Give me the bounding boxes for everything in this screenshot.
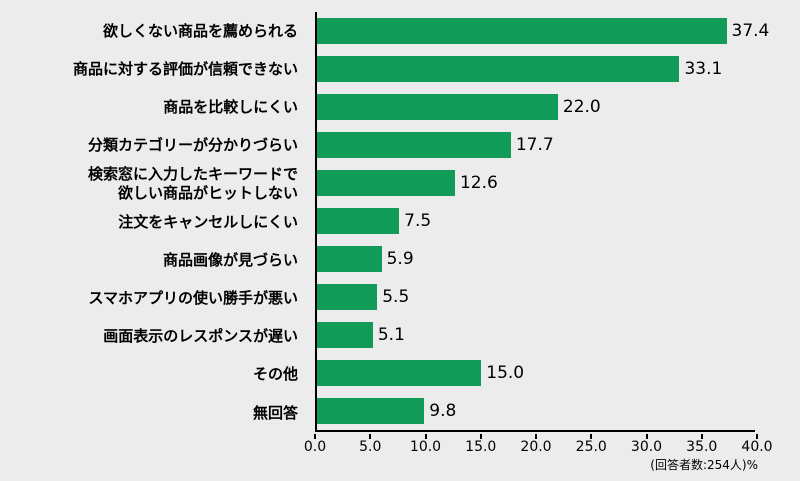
bars-container: 37.4 33.1 22.0 17.7 12.6 7.5 5.9 5.5 5.1 15.0 9.8 bbox=[317, 12, 769, 430]
bar-row: 5.5 bbox=[317, 278, 755, 316]
bar bbox=[317, 18, 727, 44]
category-label: 分類カテゴリーが分かりづらい bbox=[87, 136, 298, 155]
category-labels: 欲しくない商品を薦められる商品に対する評価が信頼できない商品を比較しにくい分類カ… bbox=[0, 12, 306, 432]
bar-row: 12.6 bbox=[317, 164, 755, 202]
category-label: 欲しくない商品を薦められる bbox=[102, 21, 298, 40]
x-tick-mark bbox=[369, 434, 372, 439]
x-tick-label: 30.0 bbox=[630, 439, 663, 455]
x-tick-label: 10.0 bbox=[409, 439, 442, 455]
x-tick-mark bbox=[700, 434, 703, 439]
category-label: 注文をキャンセルしにくい bbox=[118, 212, 298, 231]
bar bbox=[317, 398, 425, 424]
x-tick-label: 25.0 bbox=[575, 439, 607, 455]
bar-row: 5.9 bbox=[317, 240, 755, 278]
x-tick-mark bbox=[590, 434, 593, 439]
x-tick-label: 5.0 bbox=[359, 439, 382, 455]
bar bbox=[317, 94, 558, 120]
category-label: スマホアプリの使い勝手が悪い bbox=[88, 289, 298, 308]
footnote: (回答者数:254人)% bbox=[650, 458, 758, 472]
value-label: 22.0 bbox=[562, 97, 601, 117]
bar-row: 33.1 bbox=[317, 50, 755, 88]
x-tick-mark bbox=[314, 434, 316, 439]
category-label: 無回答 bbox=[252, 403, 298, 422]
bar-row: 7.5 bbox=[317, 202, 755, 240]
x-tick-label: 15.0 bbox=[465, 439, 497, 455]
value-label: 15.0 bbox=[486, 363, 525, 383]
value-label: 17.7 bbox=[515, 135, 554, 155]
value-label: 9.8 bbox=[429, 401, 457, 421]
bar bbox=[317, 208, 400, 234]
value-label: 7.5 bbox=[404, 211, 432, 231]
bar bbox=[317, 284, 378, 310]
x-tick-mark bbox=[756, 434, 758, 439]
category-label: その他 bbox=[252, 365, 298, 384]
bar bbox=[317, 132, 511, 158]
category-label: 検索窓に入力したキーワードで 欲しい商品がヒットしない bbox=[87, 165, 298, 202]
x-tick-mark bbox=[645, 434, 648, 439]
bar bbox=[317, 56, 680, 82]
category-label: 商品画像が見づらい bbox=[162, 250, 298, 269]
value-label: 33.1 bbox=[684, 59, 723, 79]
bar bbox=[317, 322, 373, 348]
bar bbox=[317, 246, 382, 272]
value-label: 5.9 bbox=[386, 249, 414, 269]
bar-row: 37.4 bbox=[317, 12, 769, 50]
x-tick-label: 20.0 bbox=[520, 439, 552, 455]
x-tick-label: 35.0 bbox=[686, 439, 718, 455]
x-tick-label: 40.0 bbox=[741, 439, 773, 455]
value-label: 12.6 bbox=[459, 173, 498, 193]
x-axis-ticks: 0.0 5.0 10.0 15.0 20.0 25.0 30.0 35.0 40.0 bbox=[304, 434, 773, 456]
bar bbox=[317, 170, 455, 196]
value-label: 5.5 bbox=[382, 287, 410, 307]
bar-row: 15.0 bbox=[317, 354, 755, 392]
x-tick-mark bbox=[479, 434, 482, 439]
x-tick-mark bbox=[424, 434, 427, 439]
category-label: 商品を比較しにくい bbox=[163, 98, 298, 117]
bar-row: 9.8 bbox=[317, 392, 755, 430]
x-tick-mark bbox=[535, 434, 537, 439]
bar-row: 5.1 bbox=[317, 316, 755, 354]
category-label: 画面表示のレスポンスが遅い bbox=[103, 327, 298, 346]
bar-row: 17.7 bbox=[317, 126, 755, 164]
value-label: 37.4 bbox=[731, 21, 770, 41]
plot-area: 37.4 33.1 22.0 17.7 12.6 7.5 5.9 5.5 5.1 15.0 9.8 bbox=[315, 12, 769, 432]
bar-row: 22.0 bbox=[317, 88, 755, 126]
value-label: 5.1 bbox=[377, 325, 405, 345]
category-label: 商品に対する評価が信頼できない bbox=[72, 59, 298, 78]
x-tick-label: 0.0 bbox=[303, 439, 327, 455]
bar bbox=[317, 360, 482, 386]
